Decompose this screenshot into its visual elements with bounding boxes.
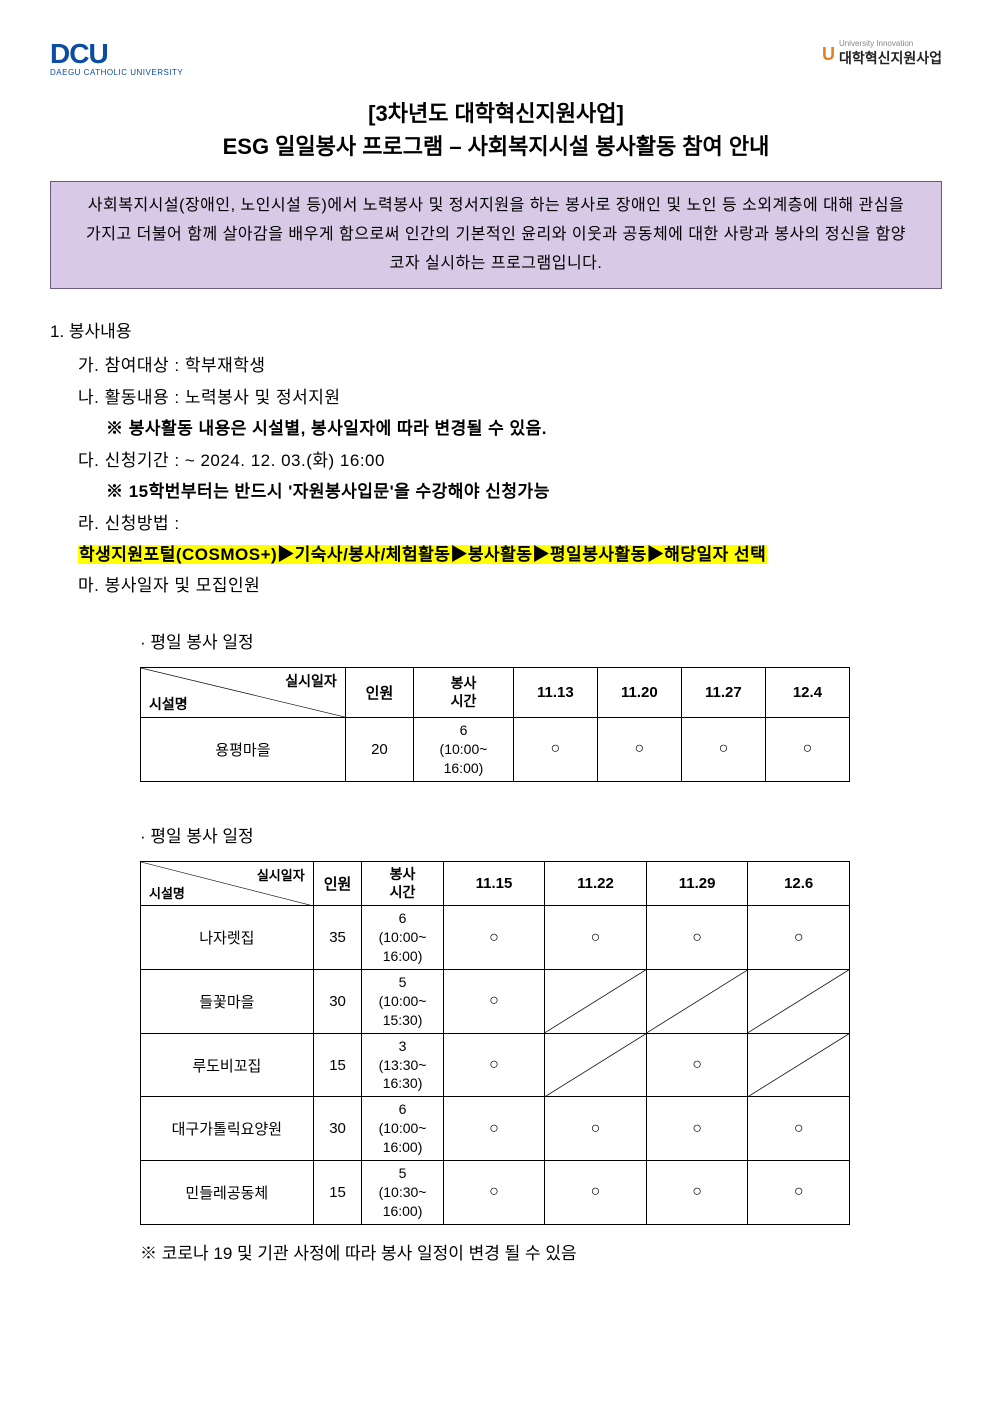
u-icon: U — [822, 44, 835, 65]
item-c-note: ※ 15학번부터는 반드시 '자원봉사입문'을 수강해야 신청가능 — [78, 476, 942, 507]
logo-right-text: 대학혁신지원사업 — [839, 50, 942, 66]
cell-m2: ○ — [597, 717, 681, 781]
cell-available: ○ — [443, 1033, 545, 1097]
cell-unavailable — [748, 970, 850, 1034]
cell-m3: ○ — [681, 717, 765, 781]
cell-time: 3(13:30~16:30) — [362, 1033, 443, 1097]
cell-time: 6(10:00~16:00) — [362, 906, 443, 970]
cell-name: 대구가톨릭요양원 — [141, 1097, 314, 1161]
sub-list: 가. 참여대상 : 학부재학생 나. 활동내용 : 노력봉사 및 정서지원 ※ … — [50, 350, 942, 602]
col-capacity: 인원 — [345, 667, 413, 717]
table-row: 나자렛집356(10:00~16:00)○○○○ — [141, 906, 850, 970]
cell-available: ○ — [646, 1097, 748, 1161]
item-a: 가. 참여대상 : 학부재학생 — [78, 350, 942, 381]
col-d4: 12.4 — [765, 667, 849, 717]
schedule-table-2: 실시일자 시설명 인원 봉사시간 11.15 11.22 11.29 12.6 … — [140, 861, 850, 1225]
cell-available: ○ — [646, 1161, 748, 1225]
col-d3: 11.27 — [681, 667, 765, 717]
cell-cap: 20 — [345, 717, 413, 781]
cell-available: ○ — [443, 906, 545, 970]
cell-unavailable — [748, 1033, 850, 1097]
table-header-row: 실시일자 시설명 인원 봉사시간 11.13 11.20 11.27 12.4 — [141, 667, 850, 717]
logo-right: U University Innovation 대학혁신지원사업 — [822, 40, 942, 68]
item-b-note: ※ 봉사활동 내용은 시설별, 봉사일자에 따라 변경될 수 있음. — [78, 413, 942, 444]
logo-main: DCU — [50, 40, 183, 68]
cell-available: ○ — [646, 1033, 748, 1097]
footnote: ※ 코로나 19 및 기관 사정에 따라 봉사 일정이 변경 될 수 있음 — [140, 1239, 942, 1264]
cell-time: 6(10:00~16:00) — [414, 717, 514, 781]
item-e: 마. 봉사일자 및 모집인원 — [78, 570, 942, 601]
diag-top: 실시일자 — [257, 865, 305, 884]
intro-box: 사회복지시설(장애인, 노인시설 등)에서 노력봉사 및 정서지원을 하는 봉사… — [50, 181, 942, 289]
table-row: 대구가톨릭요양원306(10:00~16:00)○○○○ — [141, 1097, 850, 1161]
col-d1: 11.15 — [443, 861, 545, 906]
cell-available: ○ — [443, 1161, 545, 1225]
table-row: 민들레공동체155(10:30~16:00)○○○○ — [141, 1161, 850, 1225]
col-d1: 11.13 — [513, 667, 597, 717]
cell-name: 나자렛집 — [141, 906, 314, 970]
cell-available: ○ — [545, 1161, 647, 1225]
cell-name: 들꽃마을 — [141, 970, 314, 1034]
section-1-title: 1. 봉사내용 — [50, 317, 942, 342]
schedule-1-head: · 평일 봉사 일정 — [140, 628, 942, 653]
header-row: DCU DAEGU CATHOLIC UNIVERSITY U Universi… — [50, 40, 942, 77]
cell-time: 5(10:30~16:00) — [362, 1161, 443, 1225]
col-d2: 11.22 — [545, 861, 647, 906]
col-time: 봉사시간 — [414, 667, 514, 717]
cell-time: 5(10:00~15:30) — [362, 970, 443, 1034]
col-d2: 11.20 — [597, 667, 681, 717]
cell-available: ○ — [748, 1161, 850, 1225]
logo-left: DCU DAEGU CATHOLIC UNIVERSITY — [50, 40, 183, 77]
col-capacity: 인원 — [313, 861, 362, 906]
cell-time: 6(10:00~16:00) — [362, 1097, 443, 1161]
item-b: 나. 활동내용 : 노력봉사 및 정서지원 — [78, 382, 942, 413]
col-d3: 11.29 — [646, 861, 748, 906]
table-row: 용평마을 20 6(10:00~16:00) ○ ○ ○ ○ — [141, 717, 850, 781]
cell-available: ○ — [443, 970, 545, 1034]
cell-cap: 30 — [313, 1097, 362, 1161]
schedule-2-head: · 평일 봉사 일정 — [140, 822, 942, 847]
col-time: 봉사시간 — [362, 861, 443, 906]
cell-unavailable — [545, 1033, 647, 1097]
cell-cap: 15 — [313, 1161, 362, 1225]
logo-right-tiny: University Innovation — [839, 40, 942, 48]
title-line-2: ESG 일일봉사 프로그램 – 사회복지시설 봉사활동 참여 안내 — [50, 130, 942, 163]
cell-m4: ○ — [765, 717, 849, 781]
table-row: 들꽃마을305(10:00~15:30)○ — [141, 970, 850, 1034]
item-c: 다. 신청기간 : ~ 2024. 12. 03.(화) 16:00 — [78, 445, 942, 476]
cell-m1: ○ — [513, 717, 597, 781]
diag-bottom: 시설명 — [149, 883, 185, 902]
diag-bottom: 시설명 — [149, 694, 188, 714]
logo-sub: DAEGU CATHOLIC UNIVERSITY — [50, 68, 183, 77]
cell-available: ○ — [748, 906, 850, 970]
item-d-highlight-wrap: 학생지원포털(COSMOS+)▶기숙사/봉사/체험활동▶봉사활동▶평일봉사활동▶… — [78, 539, 942, 570]
schedule-table-1: 실시일자 시설명 인원 봉사시간 11.13 11.20 11.27 12.4 … — [140, 667, 850, 782]
diag-top: 실시일자 — [285, 671, 337, 691]
table-row: 루도비꼬집153(13:30~16:30)○○ — [141, 1033, 850, 1097]
cell-cap: 15 — [313, 1033, 362, 1097]
cell-available: ○ — [646, 906, 748, 970]
table-header-row: 실시일자 시설명 인원 봉사시간 11.15 11.22 11.29 12.6 — [141, 861, 850, 906]
cell-unavailable — [646, 970, 748, 1034]
diag-header: 실시일자 시설명 — [141, 667, 346, 717]
logo-right-wrap: University Innovation 대학혁신지원사업 — [839, 40, 942, 68]
cell-name: 루도비꼬집 — [141, 1033, 314, 1097]
title-block: [3차년도 대학혁신지원사업] ESG 일일봉사 프로그램 – 사회복지시설 봉… — [50, 97, 942, 163]
cell-available: ○ — [748, 1097, 850, 1161]
item-d: 라. 신청방법 : — [78, 508, 942, 539]
cell-available: ○ — [545, 1097, 647, 1161]
cell-name: 민들레공동체 — [141, 1161, 314, 1225]
cell-unavailable — [545, 970, 647, 1034]
cell-name: 용평마을 — [141, 717, 346, 781]
cell-cap: 35 — [313, 906, 362, 970]
item-d-highlight: 학생지원포털(COSMOS+)▶기숙사/봉사/체험활동▶봉사활동▶평일봉사활동▶… — [78, 545, 767, 564]
col-d4: 12.6 — [748, 861, 850, 906]
title-line-1: [3차년도 대학혁신지원사업] — [50, 97, 942, 130]
cell-cap: 30 — [313, 970, 362, 1034]
diag-header: 실시일자 시설명 — [141, 861, 314, 906]
cell-available: ○ — [545, 906, 647, 970]
cell-available: ○ — [443, 1097, 545, 1161]
